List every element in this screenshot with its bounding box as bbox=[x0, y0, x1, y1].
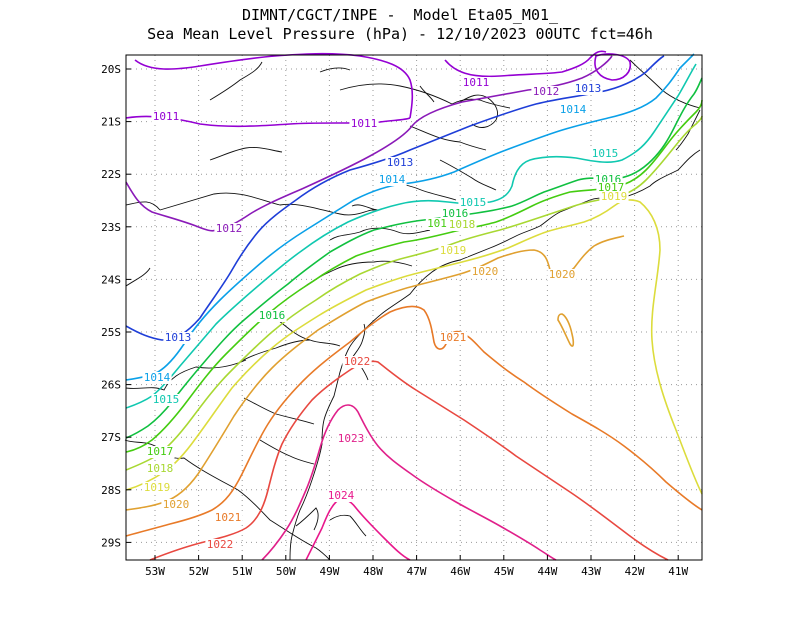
contour-label-bg bbox=[385, 157, 415, 169]
contour-label: 1021 bbox=[440, 331, 467, 344]
contour-label: 1020 bbox=[549, 268, 576, 281]
contour-label: 1014 bbox=[560, 103, 587, 116]
contour-label-bg bbox=[599, 191, 629, 203]
contour-label-bg bbox=[349, 118, 379, 130]
contour-label: 1022 bbox=[207, 538, 234, 551]
contour-labels: 1011 1011 1011 1012 1012 1013 1013 1013 1014 1014… bbox=[142, 76, 629, 551]
contour-label-bg bbox=[470, 266, 500, 278]
lon-tick-label: 46W bbox=[450, 565, 470, 578]
contour-label: 1013 bbox=[575, 82, 602, 95]
contour-label: 101 bbox=[427, 217, 447, 230]
contour-label-bg bbox=[342, 356, 372, 368]
contour-label-bg bbox=[145, 463, 175, 475]
lat-tick-label: 24S bbox=[101, 273, 121, 286]
contour-label: 1018 bbox=[449, 218, 476, 231]
contour-label: 1013 bbox=[165, 331, 192, 344]
contour-label-bg bbox=[573, 83, 603, 95]
contour-label-bg bbox=[377, 174, 407, 186]
contour-label-bg bbox=[461, 77, 491, 89]
contour-label-bg bbox=[336, 433, 366, 445]
title-line-2: Sea Mean Level Pressure (hPa) - 12/10/20… bbox=[147, 25, 653, 43]
contour-label: 1013 bbox=[387, 156, 414, 169]
contour-label: 1020 bbox=[472, 265, 499, 278]
lat-tick-label: 22S bbox=[101, 168, 121, 181]
lon-tick-label: 50W bbox=[276, 565, 296, 578]
contour-label: 1021 bbox=[215, 511, 242, 524]
lat-tick-label: 29S bbox=[101, 536, 121, 549]
lat-tick-label: 21S bbox=[101, 116, 121, 129]
contour-label: 1012 bbox=[533, 85, 560, 98]
contour-label: 1019 bbox=[144, 481, 171, 494]
contour-label-bg bbox=[590, 148, 620, 160]
contour-label-bg bbox=[257, 310, 287, 322]
lon-tick-label: 44W bbox=[537, 565, 557, 578]
lat-tick-label: 20S bbox=[101, 63, 121, 76]
lat-tick-label: 28S bbox=[101, 484, 121, 497]
lon-tick-label: 42W bbox=[625, 565, 645, 578]
contour-label-bg bbox=[142, 482, 172, 494]
contour-label: 1022 bbox=[344, 355, 371, 368]
contour-label: 1012 bbox=[216, 222, 243, 235]
contour-label: 1015 bbox=[460, 196, 487, 209]
contour-label: 1011 bbox=[351, 117, 378, 130]
contour-label-bg bbox=[547, 269, 577, 281]
latitude-ticks: 20S 21S 22S 23S 24S 25S 26S 27S 28S 29S bbox=[101, 63, 131, 549]
contour-label-bg bbox=[326, 490, 356, 502]
contour-label-bg bbox=[145, 446, 175, 458]
contour-label-bg bbox=[425, 218, 449, 230]
contour-label-bg bbox=[213, 512, 243, 524]
contour-label-bg bbox=[142, 372, 172, 384]
contour-label-bg bbox=[205, 539, 235, 551]
contour-label-bg bbox=[214, 223, 244, 235]
contour-label-bg bbox=[151, 111, 181, 123]
contour-label-bg bbox=[458, 197, 488, 209]
contour-label: 1016 bbox=[442, 207, 469, 220]
lon-tick-label: 52W bbox=[189, 565, 209, 578]
map-frame bbox=[125, 54, 703, 561]
lon-tick-label: 45W bbox=[494, 565, 514, 578]
longitude-ticks: 53W 52W 51W 50W 49W 48W 47W 46W 45W 44W 43W 42W 41W bbox=[145, 555, 689, 578]
contour-label-bg bbox=[151, 394, 181, 406]
contour-label: 1011 bbox=[463, 76, 490, 89]
contour-label: 1017 bbox=[598, 181, 625, 194]
contour-label: 1020 bbox=[163, 498, 190, 511]
contour-label: 1014 bbox=[379, 173, 406, 186]
contour-label: 1019 bbox=[440, 244, 467, 257]
lon-tick-label: 41W bbox=[668, 565, 688, 578]
contour-label: 1015 bbox=[592, 147, 619, 160]
lon-tick-label: 49W bbox=[319, 565, 339, 578]
contour-label-bg bbox=[531, 86, 561, 98]
contour-label: 1017 bbox=[147, 445, 174, 458]
contour-label: 1011 bbox=[153, 110, 180, 123]
contour-label-bg bbox=[558, 104, 588, 116]
lat-tick-label: 23S bbox=[101, 221, 121, 234]
lon-tick-label: 48W bbox=[363, 565, 383, 578]
lon-tick-label: 51W bbox=[232, 565, 252, 578]
contour-label: 1016 bbox=[259, 309, 286, 322]
contour-label: 1019 bbox=[601, 190, 628, 203]
contour-label-bg bbox=[440, 208, 470, 220]
lat-tick-label: 26S bbox=[101, 379, 121, 392]
lon-tick-label: 43W bbox=[581, 565, 601, 578]
contour-label-bg bbox=[438, 332, 468, 344]
contour-label: 1015 bbox=[153, 393, 180, 406]
lat-tick-label: 27S bbox=[101, 431, 121, 444]
contour-label-bg bbox=[438, 245, 468, 257]
isobars bbox=[125, 50, 703, 561]
contour-label-bg bbox=[161, 499, 191, 511]
title-line-1: DIMNT/CGCT/INPE - Model Eta05_M01_ bbox=[241, 6, 559, 24]
contour-label: 1014 bbox=[144, 371, 171, 384]
contour-label-bg bbox=[163, 332, 193, 344]
contour-label: 1024 bbox=[328, 489, 355, 502]
contour-label-bg bbox=[447, 219, 477, 231]
lon-tick-label: 53W bbox=[145, 565, 165, 578]
lat-tick-label: 25S bbox=[101, 326, 121, 339]
contour-label: 1018 bbox=[147, 462, 174, 475]
contour-label: 1023 bbox=[338, 432, 365, 445]
lon-tick-label: 47W bbox=[407, 565, 427, 578]
